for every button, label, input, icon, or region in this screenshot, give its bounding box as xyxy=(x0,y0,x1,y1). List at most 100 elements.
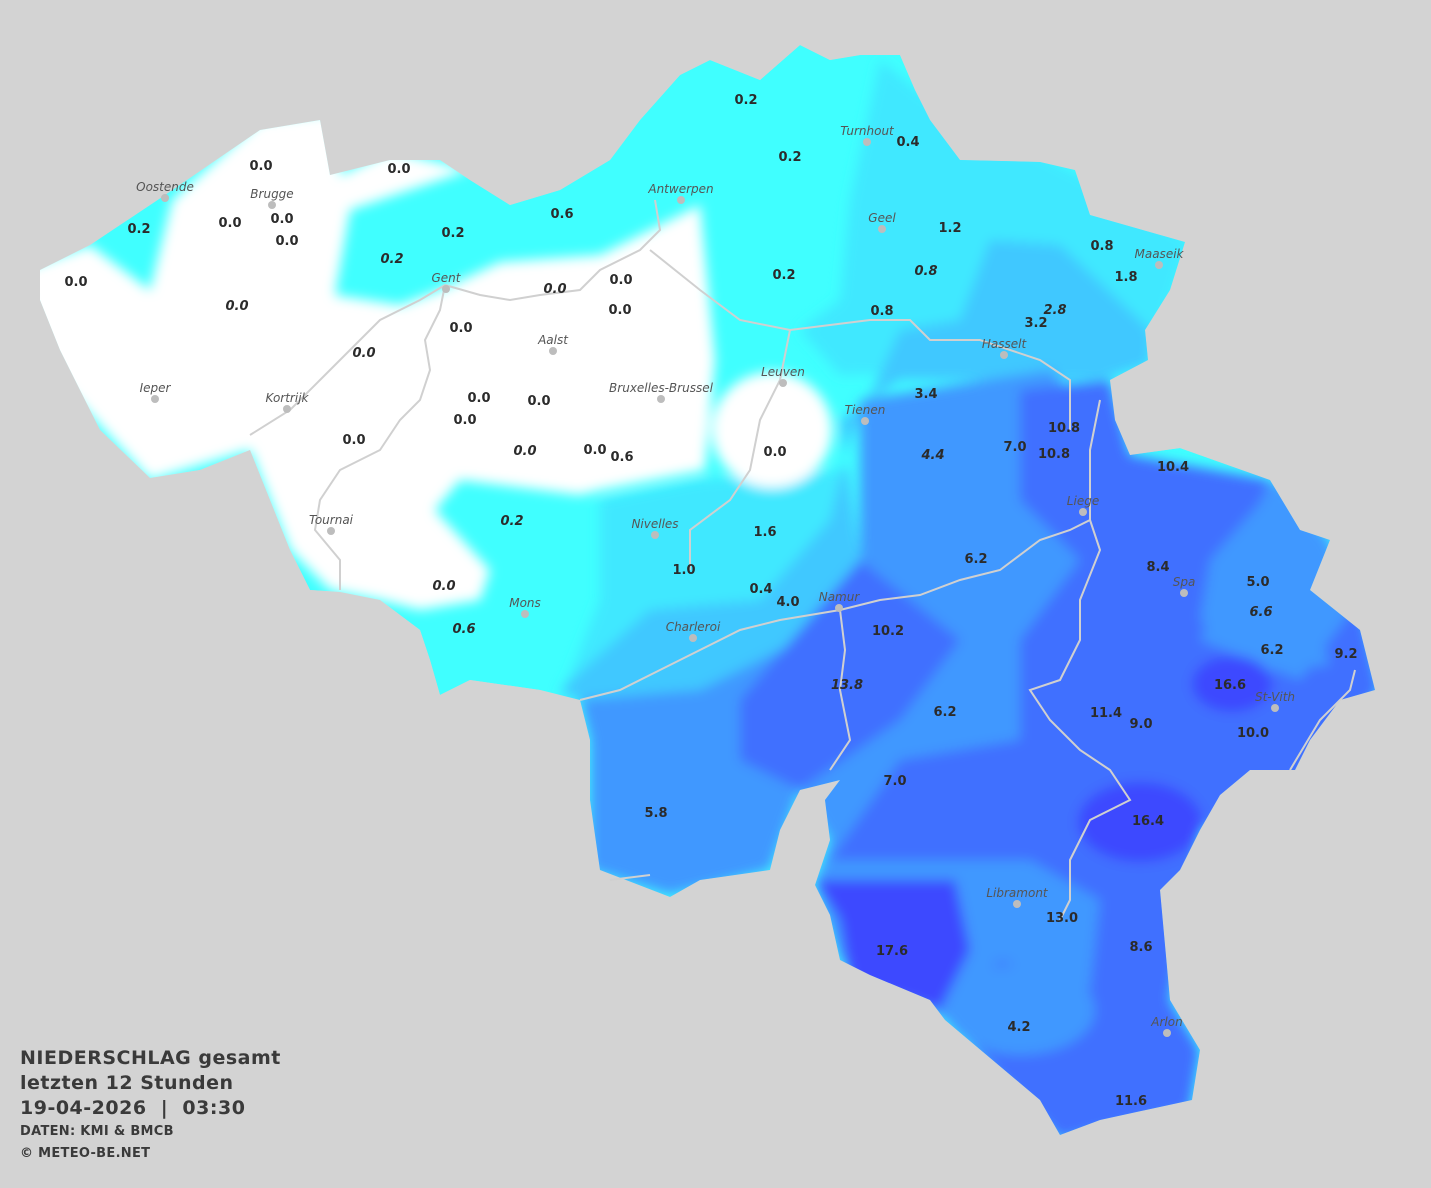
city-label: Aalst xyxy=(537,333,569,347)
city-libramont: Libramont xyxy=(986,886,1049,908)
precipitation-value: 0.0 xyxy=(64,275,87,290)
precipitation-values: 0.0 0.0 0.2 0.0 0.0 0.0 0.0 0.0 0.2 0.2 0.6 0.2 0.2 0… xyxy=(64,93,1357,1109)
precipitation-value: 8.4 xyxy=(1146,560,1169,575)
city-hasselt: Hasselt xyxy=(982,337,1028,359)
precipitation-value: 1.6 xyxy=(753,525,776,540)
city-label: Geel xyxy=(868,211,896,225)
precipitation-value: 0.4 xyxy=(749,582,772,597)
precipitation-value: 0.2 xyxy=(734,93,757,108)
precipitation-value: 1.8 xyxy=(1114,270,1137,285)
precipitation-value: 0.0 xyxy=(453,413,476,428)
city-dot xyxy=(1155,261,1163,269)
city-gent: Gent xyxy=(432,271,462,293)
city-nivelles: Nivelles xyxy=(631,517,679,539)
precipitation-value: 0.6 xyxy=(452,622,475,637)
city-dot xyxy=(1163,1029,1171,1037)
city-dot xyxy=(268,201,276,209)
precipitation-value: 9.0 xyxy=(1129,717,1152,732)
city-tienen: Tienen xyxy=(845,403,885,425)
city-dot xyxy=(779,379,787,387)
precipitation-value: 7.0 xyxy=(1003,440,1026,455)
city-kortrijk: Kortrijk xyxy=(266,391,310,413)
city-leuven: Leuven xyxy=(761,365,805,387)
caption-datetime: 19-04-2026 | 03:30 xyxy=(20,1097,246,1119)
city-dot xyxy=(1013,900,1021,908)
city-label: Bruxelles-Brussel xyxy=(609,381,714,395)
city-charleroi: Charleroi xyxy=(666,620,721,642)
precipitation-value: 6.2 xyxy=(1260,643,1283,658)
city-dot xyxy=(442,285,450,293)
city-label: Arlon xyxy=(1150,1015,1182,1029)
precipitation-value: 5.8 xyxy=(644,806,667,821)
city-ieper: Ieper xyxy=(140,381,172,403)
precipitation-value: 11.6 xyxy=(1115,1094,1147,1109)
precipitation-value: 16.4 xyxy=(1132,814,1164,829)
city-label: Ieper xyxy=(140,381,172,395)
precipitation-value: 0.0 xyxy=(270,212,293,227)
city-label: Charleroi xyxy=(666,620,721,634)
city-spa: Spa xyxy=(1173,575,1196,597)
precipitation-value: 11.4 xyxy=(1090,706,1122,721)
precipitation-value: 0.8 xyxy=(1090,239,1113,254)
city-dot xyxy=(161,194,169,202)
city-label: Gent xyxy=(432,271,462,285)
city-dot xyxy=(151,395,159,403)
precipitation-value: 0.0 xyxy=(218,216,241,231)
precipitation-value: 6.2 xyxy=(964,552,987,567)
city-bruxelles-brussel: Bruxelles-Brussel xyxy=(609,381,714,403)
river-east xyxy=(1289,669,1356,771)
river-dyle xyxy=(689,329,791,570)
precipitation-value: 0.4 xyxy=(896,135,919,150)
city-label: Kortrijk xyxy=(266,391,310,405)
city-label: St-Vith xyxy=(1255,690,1295,704)
river-demer xyxy=(649,249,1071,430)
city-dot xyxy=(1180,589,1188,597)
precipitation-value: 10.4 xyxy=(1157,460,1189,475)
precipitation-value: 17.6 xyxy=(876,944,908,959)
zone-class6-se xyxy=(1078,782,1202,862)
precipitation-zones xyxy=(40,45,1375,1135)
precipitation-value: 0.0 xyxy=(342,433,365,448)
precipitation-value: 4.0 xyxy=(776,595,799,610)
city-label: Oostende xyxy=(136,180,194,194)
city-dot xyxy=(1000,351,1008,359)
precipitation-value: 0.0 xyxy=(513,444,536,459)
river-schelde-east xyxy=(444,199,662,302)
precipitation-value: 0.0 xyxy=(609,273,632,288)
city-turnhout: Turnhout xyxy=(840,124,895,146)
zone-class5-namur xyxy=(740,560,960,790)
precipitation-value: 0.2 xyxy=(441,226,464,241)
city-dot xyxy=(677,196,685,204)
precipitation-value: 0.6 xyxy=(550,207,573,222)
city-namur: Namur xyxy=(819,590,860,612)
city-oostende: Oostende xyxy=(136,180,194,202)
precipitation-value: 4.4 xyxy=(920,448,944,463)
precipitation-value: 1.0 xyxy=(672,563,695,578)
precipitation-value: 0.0 xyxy=(387,162,410,177)
city-label: Hasselt xyxy=(982,337,1028,351)
city-dot xyxy=(283,405,291,413)
precipitation-value: 0.8 xyxy=(870,304,893,319)
precipitation-value: 6.2 xyxy=(933,705,956,720)
precipitation-value: 0.2 xyxy=(127,222,150,237)
caption-period: letzten 12 Stunden xyxy=(20,1072,234,1094)
precipitation-value: 0.0 xyxy=(763,445,786,460)
city-dot xyxy=(549,347,557,355)
precipitation-value: 1.2 xyxy=(938,221,961,236)
precipitation-value: 2.8 xyxy=(1043,303,1066,318)
city-dot xyxy=(521,610,529,618)
precipitation-value: 0.2 xyxy=(778,150,801,165)
river-maas-south xyxy=(829,609,852,771)
precipitation-value: 0.2 xyxy=(380,252,403,267)
precipitation-value: 8.6 xyxy=(1129,940,1152,955)
city-dot xyxy=(1079,508,1087,516)
zone-class5-east xyxy=(830,380,1375,1135)
rivers xyxy=(249,199,1356,921)
city-label: Turnhout xyxy=(840,124,895,138)
city-mons: Mons xyxy=(509,596,541,618)
precipitation-value: 9.2 xyxy=(1334,647,1357,662)
city-label: Spa xyxy=(1173,575,1196,589)
precipitation-value: 0.0 xyxy=(352,346,375,361)
